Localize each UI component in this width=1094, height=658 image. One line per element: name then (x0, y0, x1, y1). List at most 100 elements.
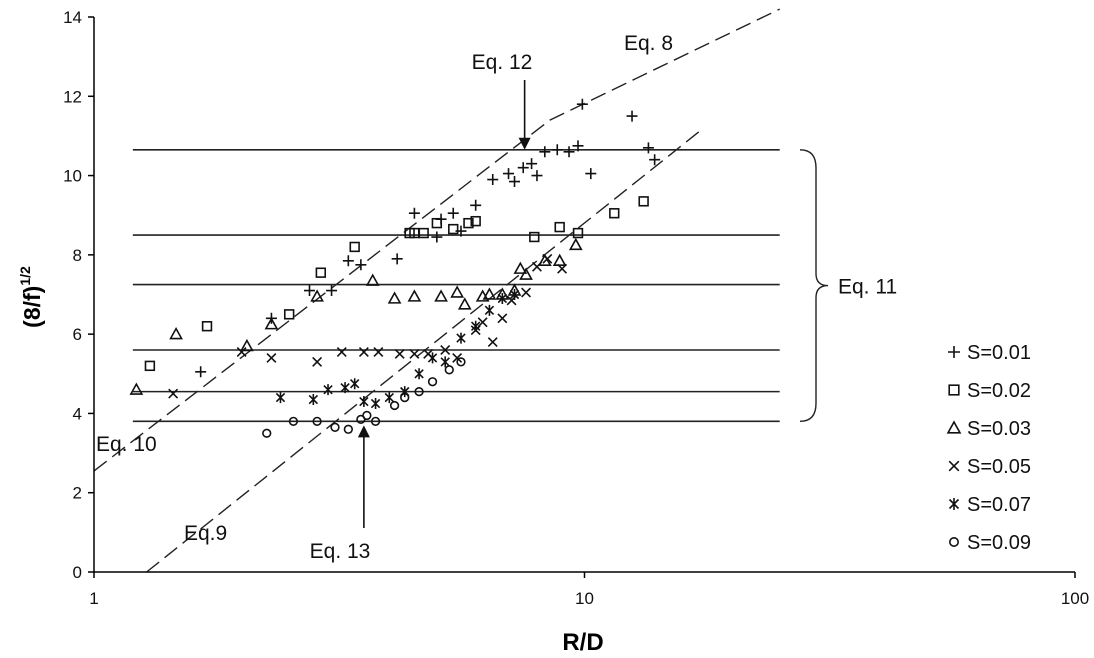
y-tick-label: 2 (73, 484, 82, 503)
data-point-s2 (387, 291, 402, 304)
data-point-s3 (487, 337, 498, 348)
x-tick-label: 1 (89, 589, 98, 608)
data-point-s3 (394, 348, 405, 359)
data-point-s4 (470, 320, 481, 332)
data-point-s0 (517, 162, 529, 174)
data-point-s2 (310, 289, 324, 302)
data-point-s2 (129, 382, 144, 395)
x-tick-label: 100 (1061, 589, 1089, 608)
data-point-s1 (201, 321, 213, 332)
axes: 0 2 4 6 8 10 12 14 1 10 100 (63, 8, 1089, 608)
y-tick-label: 0 (73, 563, 82, 582)
annotation-eq10: Eq. 10 (96, 433, 157, 456)
data-point-s0 (551, 144, 563, 156)
annotation-eq9: Eq.9 (184, 522, 227, 545)
data-point-s1 (529, 231, 540, 243)
data-point-s3 (521, 287, 532, 298)
data-point-s4 (427, 352, 438, 364)
data-point-s5 (330, 422, 340, 432)
legend-label-4: S=0.07 (967, 494, 1031, 516)
data-point-s3 (497, 313, 508, 324)
data-points (129, 98, 661, 438)
data-point-s5 (427, 377, 438, 387)
data-point-s0 (576, 98, 588, 110)
data-point-s1 (609, 208, 620, 219)
data-point-s4 (340, 382, 350, 394)
dashed-curve (93, 8, 781, 472)
data-point-s3 (542, 253, 553, 264)
data-point-s4 (497, 292, 508, 304)
data-point-s4 (440, 356, 450, 368)
data-point-s1 (463, 217, 474, 229)
legend-label-1: S=0.02 (967, 380, 1031, 402)
y-tick-label: 14 (63, 8, 82, 27)
data-point-s3 (532, 261, 542, 272)
annotation-eq13-arrowhead (357, 425, 370, 438)
data-point-s2 (457, 297, 472, 310)
x-axis-label: R/D (562, 629, 603, 656)
data-point-s2 (482, 287, 497, 300)
data-point-s3 (358, 347, 369, 357)
data-point-s4 (414, 368, 424, 380)
data-point-s0 (447, 207, 459, 219)
y-tick-label: 12 (63, 87, 82, 106)
data-point-s0 (503, 168, 515, 180)
data-point-s1 (349, 241, 360, 253)
data-point-s0 (526, 158, 538, 170)
data-point-s2 (434, 289, 448, 302)
data-point-s1 (572, 227, 584, 239)
data-point-s2 (407, 289, 422, 302)
data-point-s0 (585, 168, 597, 180)
data-point-s0 (509, 176, 521, 188)
legend-label-0: S=0.01 (967, 342, 1031, 364)
annotation-eq12: Eq. 12 (472, 51, 533, 74)
y-axis-label-group: (8/f)1/2 (17, 266, 45, 328)
y-axis-label: (8/f) (19, 286, 45, 328)
annotation-eq11: Eq. 11 (838, 276, 897, 299)
data-point-s3 (266, 352, 277, 363)
svg-text:(8/f)1/2: (8/f)1/2 (17, 266, 45, 328)
annotation-eq13: Eq. 13 (310, 540, 371, 563)
data-point-s3 (236, 347, 247, 357)
legend-marker-0 (948, 346, 960, 358)
data-point-s0 (626, 110, 638, 122)
data-point-s0 (470, 199, 482, 211)
y-tick-label: 6 (73, 325, 82, 344)
annotation-eq12-arrowhead (518, 137, 531, 150)
data-point-s1 (283, 309, 295, 320)
annotation-eq8: Eq. 8 (624, 32, 673, 55)
data-point-s0 (531, 170, 543, 182)
data-point-s5 (389, 400, 400, 411)
data-point-s0 (195, 366, 207, 378)
data-point-s3 (312, 356, 323, 367)
data-point-s5 (456, 357, 466, 367)
data-point-s1 (554, 221, 565, 233)
data-point-s2 (169, 326, 183, 340)
data-point-s1 (144, 360, 156, 372)
data-point-s5 (343, 424, 353, 434)
data-point-s3 (336, 347, 347, 357)
data-point-s4 (349, 378, 360, 390)
data-point-s0 (303, 285, 315, 297)
data-point-s2 (552, 253, 567, 267)
y-tick-label: 10 (63, 167, 82, 186)
data-point-s4 (384, 392, 395, 404)
data-point-s5 (288, 416, 299, 427)
data-point-s5 (362, 410, 372, 421)
data-point-s3 (168, 388, 179, 399)
data-point-s1 (315, 267, 327, 278)
data-point-s4 (275, 392, 286, 404)
data-point-s3 (557, 263, 568, 274)
data-point-s3 (409, 348, 420, 359)
data-point-s4 (308, 394, 319, 406)
legend-marker-3 (948, 460, 960, 472)
y-tick-label: 8 (73, 246, 82, 265)
data-point-s0 (563, 146, 575, 158)
data-point-s1 (448, 223, 459, 235)
data-point-s4 (484, 304, 495, 316)
data-point-s1 (418, 227, 429, 239)
y-axis-label-superscript: 1/2 (17, 266, 33, 286)
data-point-s5 (444, 365, 454, 375)
y-tick-label: 4 (73, 404, 82, 423)
